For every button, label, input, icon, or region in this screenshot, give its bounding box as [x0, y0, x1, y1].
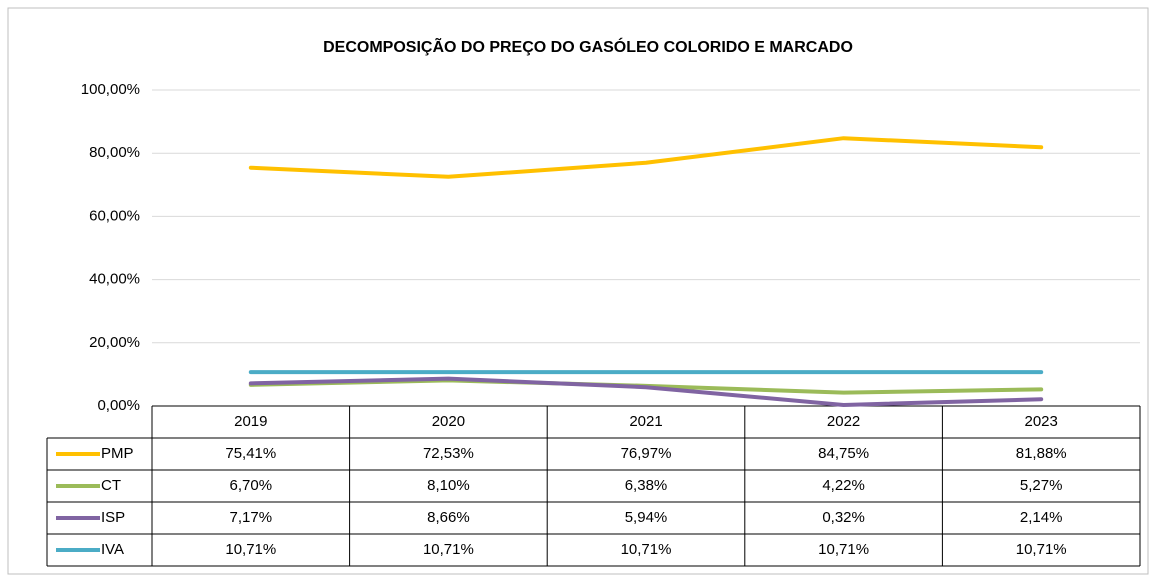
- table-value: 8,10%: [427, 477, 470, 494]
- series-line: [248, 136, 1044, 179]
- x-tick-label: 2021: [629, 413, 662, 430]
- table-value: 0,32%: [822, 509, 865, 526]
- table-value: 10,71%: [1016, 541, 1067, 558]
- table-value: 81,88%: [1016, 445, 1067, 462]
- table-value: 10,71%: [423, 541, 474, 558]
- table-value: 4,22%: [822, 477, 865, 494]
- x-tick-label: 2020: [432, 413, 465, 430]
- legend-label: CT: [101, 477, 121, 494]
- table-value: 2,14%: [1020, 509, 1063, 526]
- table-value: 6,38%: [625, 477, 668, 494]
- chart-border: [7, 7, 1149, 575]
- table-value: 72,53%: [423, 445, 474, 462]
- legend-label: IVA: [101, 541, 124, 558]
- y-tick-label: 60,00%: [89, 207, 140, 224]
- table-value: 7,17%: [230, 509, 273, 526]
- chart-title: DECOMPOSIÇÃO DO PREÇO DO GASÓLEO COLORID…: [323, 36, 853, 56]
- table-value: 10,71%: [225, 541, 276, 558]
- y-tick-label: 80,00%: [89, 144, 140, 161]
- y-tick-label: 0,00%: [97, 397, 140, 414]
- table-value: 10,71%: [818, 541, 869, 558]
- y-tick-label: 20,00%: [89, 334, 140, 351]
- y-tick-label: 40,00%: [89, 271, 140, 288]
- table-value: 75,41%: [225, 445, 276, 462]
- y-tick-label: 100,00%: [81, 81, 140, 98]
- x-tick-label: 2022: [827, 413, 860, 430]
- table-value: 8,66%: [427, 509, 470, 526]
- table-value: 5,94%: [625, 509, 668, 526]
- table-value: 84,75%: [818, 445, 869, 462]
- series-line: [248, 376, 1044, 407]
- table-value: 6,70%: [230, 477, 273, 494]
- legend-label: ISP: [101, 509, 125, 526]
- legend-label: PMP: [101, 445, 134, 462]
- x-tick-label: 2023: [1025, 413, 1058, 430]
- table-value: 76,97%: [621, 445, 672, 462]
- table-value: 5,27%: [1020, 477, 1063, 494]
- table-value: 10,71%: [621, 541, 672, 558]
- x-tick-label: 2019: [234, 413, 267, 430]
